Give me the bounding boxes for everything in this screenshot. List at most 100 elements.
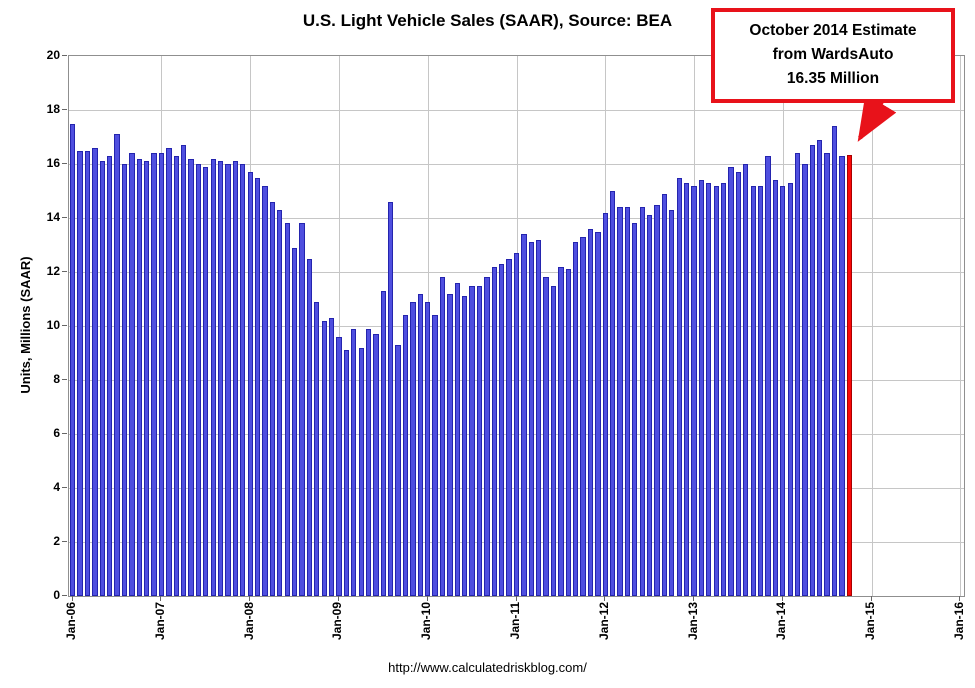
bar-month <box>284 223 290 596</box>
chart-title: U.S. Light Vehicle Sales (SAAR), Source:… <box>302 11 673 30</box>
bar-month <box>587 228 594 596</box>
x-tick-label: Jan-08 <box>241 602 256 641</box>
bar-month <box>683 182 690 596</box>
bar-month <box>77 150 83 596</box>
bar-month <box>713 185 719 596</box>
bar-month <box>669 209 675 596</box>
bar-month <box>839 155 845 596</box>
x-tick-label: Jan-14 <box>774 602 789 641</box>
bar-month <box>365 328 372 596</box>
bar-month <box>499 263 505 596</box>
bar-month <box>328 317 335 596</box>
bar-month <box>417 293 423 596</box>
bar-month <box>809 145 816 596</box>
bar-month <box>624 207 631 596</box>
bar-month <box>136 158 142 596</box>
bar-month <box>639 207 645 596</box>
bar-month <box>432 315 438 596</box>
bar-month <box>121 164 128 596</box>
bar-month <box>373 334 379 596</box>
bar-month <box>144 161 150 596</box>
annotation-line-2: from WardsAuto <box>772 46 894 64</box>
bar-month <box>291 247 298 596</box>
x-tick-mark <box>337 596 339 601</box>
bar-month <box>558 266 564 596</box>
bar-month <box>817 139 823 596</box>
y-tick-label: 12 <box>46 264 60 278</box>
bar-month <box>358 347 364 596</box>
bar-month <box>343 350 350 596</box>
bar-month <box>151 153 157 596</box>
bar-month <box>232 161 239 596</box>
bar-month <box>787 182 793 596</box>
y-tick-label: 4 <box>53 480 60 494</box>
x-tick-label: Jan-10 <box>419 602 434 641</box>
bar-month <box>484 277 490 596</box>
bar-month <box>129 153 135 596</box>
bar-month <box>513 253 520 596</box>
bar-month <box>536 239 542 596</box>
x-tick-label: Jan-07 <box>152 602 167 641</box>
y-tick-mark <box>62 541 67 542</box>
y-tick-label: 18 <box>46 102 60 116</box>
bar-month <box>158 153 165 596</box>
bar-month <box>750 185 756 596</box>
y-tick-mark <box>62 109 67 110</box>
bar-month <box>521 234 527 596</box>
bar-month <box>269 201 276 596</box>
bar-month <box>462 296 468 596</box>
bar-month <box>802 164 808 596</box>
bar-month <box>765 155 771 596</box>
bar-month <box>454 282 460 596</box>
x-tick-mark <box>781 596 783 601</box>
bar-month <box>824 153 830 596</box>
bar-month <box>336 336 342 596</box>
y-tick-mark <box>62 55 67 56</box>
gridline-vertical <box>960 56 962 596</box>
bar-month <box>180 145 187 596</box>
y-tick-label: 6 <box>53 426 60 440</box>
x-tick-mark <box>604 596 606 601</box>
x-tick-label: Jan-06 <box>64 602 79 641</box>
x-tick-label: Jan-16 <box>951 602 966 641</box>
y-tick-label: 14 <box>46 210 60 224</box>
annotation-line-1: October 2014 Estimate <box>749 22 917 39</box>
bar-month <box>735 172 742 596</box>
y-tick-label: 20 <box>46 48 60 62</box>
bar-month <box>757 185 764 596</box>
bar-month <box>166 147 172 596</box>
bar-month <box>277 209 283 596</box>
bar-month <box>114 134 120 596</box>
bar-month <box>543 277 549 596</box>
bar-month <box>314 301 320 596</box>
bar-month <box>351 328 357 596</box>
gridline-vertical <box>871 56 873 596</box>
bar-month <box>247 172 253 596</box>
bar-month <box>654 204 660 596</box>
annotation-box: October 2014 Estimate from WardsAuto 16.… <box>711 8 955 104</box>
bar-month <box>388 201 394 596</box>
x-tick-mark <box>870 596 872 601</box>
bar-month <box>720 182 727 596</box>
bar-month <box>425 301 431 596</box>
bar-month <box>439 277 446 596</box>
bar-month <box>646 215 653 596</box>
y-tick-label: 10 <box>46 318 60 332</box>
x-tick-label: Jan-13 <box>685 602 700 641</box>
bar-month <box>195 164 202 596</box>
bar-month <box>254 177 261 596</box>
bar-month <box>632 223 638 596</box>
source-url: http://www.calculatedriskblog.com/ <box>388 660 587 675</box>
bar-month <box>203 166 209 596</box>
x-tick-mark <box>71 596 73 601</box>
bar-month <box>299 223 305 596</box>
bar-month <box>831 126 838 596</box>
x-tick-label: Jan-11 <box>508 602 522 640</box>
x-tick-mark <box>160 596 162 601</box>
y-tick-mark <box>62 325 67 326</box>
y-tick-mark <box>62 487 67 488</box>
bar-month <box>565 269 571 596</box>
bar-month <box>173 155 179 596</box>
bar-month <box>602 212 608 596</box>
